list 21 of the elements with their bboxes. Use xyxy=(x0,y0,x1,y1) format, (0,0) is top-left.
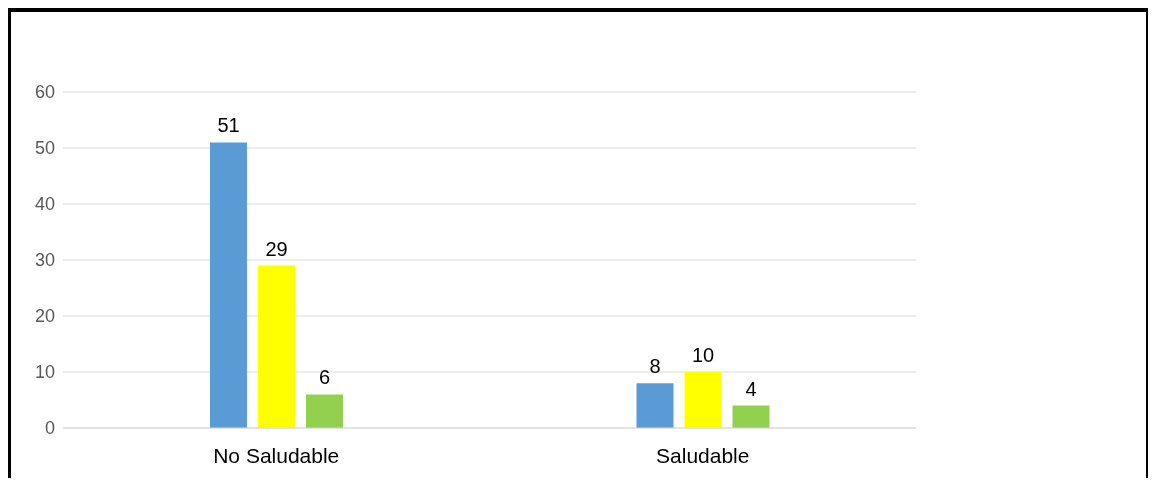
bar xyxy=(636,383,674,428)
y-tick-label: 40 xyxy=(34,194,55,215)
data-label: 10 xyxy=(691,344,715,366)
bar xyxy=(258,265,295,428)
x-tick-label: Saludable xyxy=(656,443,750,467)
y-tick-label: 60 xyxy=(34,82,55,103)
bar xyxy=(306,394,343,428)
y-tick-label: 0 xyxy=(44,418,55,439)
y-tick-label: 20 xyxy=(34,306,55,327)
data-label: 4 xyxy=(745,377,757,400)
data-label: 29 xyxy=(265,237,288,260)
bar xyxy=(732,405,770,428)
y-tick-label: 10 xyxy=(34,362,55,383)
data-label: 6 xyxy=(318,366,331,389)
bar xyxy=(684,372,722,428)
bar xyxy=(210,142,247,428)
x-tick-label: No Saludable xyxy=(213,443,340,467)
data-label: 8 xyxy=(649,355,661,378)
y-tick-label: 30 xyxy=(34,250,55,271)
y-tick-label: 50 xyxy=(34,138,55,159)
data-label: 51 xyxy=(217,114,240,137)
